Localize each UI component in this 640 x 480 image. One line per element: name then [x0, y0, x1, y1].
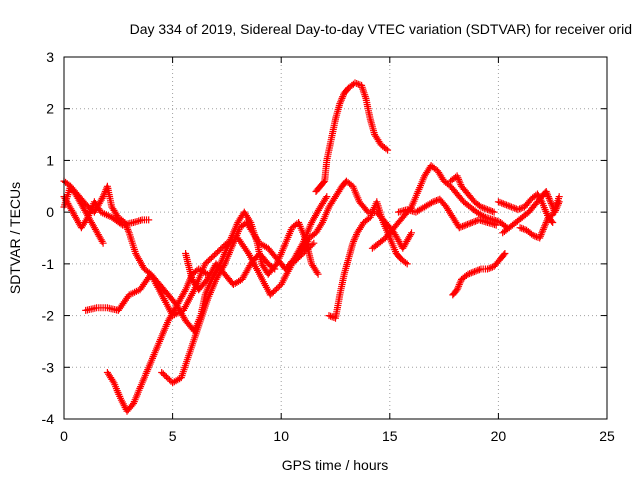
data-series-track-f — [158, 193, 331, 387]
data-series-track-l — [395, 195, 500, 232]
chart-title: Day 334 of 2019, Sidereal Day-to-day VTE… — [130, 21, 632, 37]
data-series-track-i — [312, 79, 392, 195]
data-series-track-g — [182, 250, 279, 294]
data-series-track-d — [82, 234, 318, 320]
x-tick-label: 0 — [60, 428, 68, 444]
y-tick-label: -1 — [42, 256, 55, 272]
y-tick-label: -3 — [42, 359, 55, 375]
plot-frame — [63, 56, 608, 420]
y-tick-label: 1 — [46, 152, 54, 168]
data-series-track-m — [447, 172, 498, 216]
y-tick-label: -4 — [42, 411, 55, 427]
x-axis-label: GPS time / hours — [282, 457, 389, 473]
data-series-track-b — [60, 193, 153, 232]
data-series-track-q — [516, 193, 563, 242]
y-tick-label: 0 — [46, 204, 54, 220]
data-series-track-n — [449, 250, 509, 299]
data-marks — [60, 79, 563, 415]
data-series-track-k — [368, 162, 511, 252]
x-tick-label: 15 — [382, 428, 398, 444]
x-tick-label: 25 — [599, 428, 615, 444]
y-tick-label: -2 — [42, 308, 55, 324]
axes: 0 5 10 15 20 25 -4 -3 -2 -1 0 1 2 3 — [42, 49, 615, 444]
x-tick-label: 5 — [169, 428, 177, 444]
y-axis-label: SDTVAR / TECUs — [7, 182, 23, 294]
y-tick-label: 2 — [46, 101, 54, 117]
x-tick-label: 20 — [491, 428, 507, 444]
data-series-track-j — [325, 198, 411, 322]
y-tick-label: 3 — [46, 49, 54, 65]
x-tick-label: 10 — [273, 428, 289, 444]
